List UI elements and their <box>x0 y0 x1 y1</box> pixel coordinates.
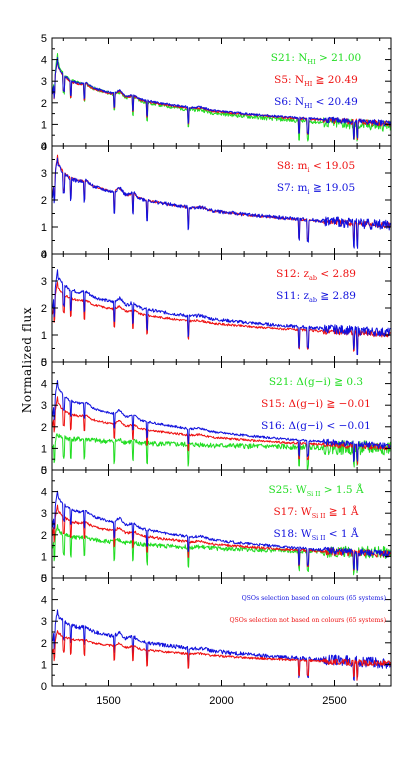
y-tick-label: 5 <box>41 465 47 477</box>
panel-3-series <box>52 269 391 356</box>
y-tick-label: 4 <box>41 141 47 153</box>
panel-6: 0 1 2 3 4 5 QSOs selection based on colours (6… <box>41 573 392 693</box>
y-tick-label: 4 <box>41 249 47 261</box>
panel-1-series <box>52 53 391 142</box>
y-tick-label: 3 <box>41 508 47 520</box>
y-tick-label: 1 <box>41 659 47 671</box>
legend-entry-1: S12: zab < 2.89 <box>276 268 356 282</box>
legend-entry-2: S7: mi ≧ 19.05 <box>277 182 355 196</box>
legend-entry-2: S15: Δ(g−i) ≧ −0.01 <box>261 398 371 410</box>
y-tick-label: 3 <box>41 168 47 180</box>
y-tick-label: 5 <box>41 357 47 369</box>
y-tick-label: 0 <box>41 141 47 153</box>
legend-entry-1: S25: WSi II > 1.5 Å <box>268 482 363 498</box>
y-tick-label: 0 <box>41 357 47 369</box>
series-line-not-colour-selected <box>52 630 391 681</box>
y-tick-label: 1 <box>41 330 47 342</box>
panel-5-series <box>52 490 391 576</box>
y-tick-label: 5 <box>41 33 47 45</box>
y-tick-label: 4 <box>41 379 47 391</box>
panel-2-series <box>52 154 391 249</box>
legend-entry-1: S21: NHI > 21.00 <box>271 52 361 66</box>
y-tick-label: 4 <box>41 595 47 607</box>
panel-4-series <box>52 380 391 470</box>
series-line-s21 <box>52 433 391 470</box>
y-tick-label: 2 <box>41 195 47 207</box>
y-tick-label: 2 <box>41 98 47 110</box>
y-tick-label: 3 <box>41 616 47 628</box>
series-line-s16 <box>52 380 391 463</box>
x-tick-label: 1500 <box>96 695 120 707</box>
y-tick-label: 3 <box>41 76 47 88</box>
y-tick-label: 5 <box>41 573 47 585</box>
y-tick-label: 1 <box>41 222 47 234</box>
y-tick-label: 4 <box>41 487 47 499</box>
legend-entry-2: S17: WSi II ≧ 1 Å <box>273 504 358 520</box>
legend-entry-1: QSOs selection based on colours (65 syst… <box>242 595 386 602</box>
legend-entry-2: S11: zab ≧ 2.89 <box>276 290 356 304</box>
y-tick-label: 3 <box>41 400 47 412</box>
y-tick-label: 2 <box>41 638 47 650</box>
x-tick-label: 2000 <box>209 695 233 707</box>
y-tick-label: 0 <box>41 465 47 477</box>
series-line-s11 <box>52 269 391 356</box>
y-tick-label: 1 <box>41 119 47 131</box>
panel-2: 0 1 2 3 4 S8: mi < 19.05 S7: mi ≧ 19.05 <box>41 141 392 261</box>
legend-entry-3: S18: WSi II < 1 Å <box>273 526 358 542</box>
y-axis-label: Normalized flux <box>20 307 34 413</box>
y-tick-label: 2 <box>41 422 47 434</box>
panels-layer: 0 1 2 3 4 5 S21: NHI > 21.00 S5: NHI ≧ 20.49 S6:… <box>41 33 392 693</box>
series-line-s5 <box>52 59 391 140</box>
y-tick-label: 2 <box>41 530 47 542</box>
legend-entry-2: QSOs selection not based on colours (65 … <box>229 617 386 624</box>
y-tick-label: 2 <box>41 303 47 315</box>
y-tick-label: 1 <box>41 443 47 455</box>
panel-1: 0 1 2 3 4 5 S21: NHI > 21.00 S5: NHI ≧ 20.49 S6:… <box>41 33 392 153</box>
y-tick-label: 0 <box>41 681 47 693</box>
series-line-s6 <box>52 57 391 140</box>
legend-entry-2: S5: NHI ≧ 20.49 <box>274 74 358 88</box>
series-line-s7 <box>52 157 391 249</box>
legend-entry-3: S6: NHI < 20.49 <box>274 96 358 110</box>
panel-5: 0 1 2 3 4 5 S25: WSi II > 1.5 Å S17: WSi II ≧ 1… <box>41 465 392 585</box>
y-tick-label: 3 <box>41 276 47 288</box>
x-tick-label: 2500 <box>322 695 346 707</box>
series-line-s18 <box>52 490 391 571</box>
panel-3: 0 1 2 3 4 S12: zab < 2.89 S11: zab ≧ 2.89 <box>41 249 392 369</box>
y-tick-label: 1 <box>41 551 47 563</box>
legend-entry-1: S8: mi < 19.05 <box>277 160 355 174</box>
panel-4: 0 1 2 3 4 5 S21: Δ(g−i) ≧ 0.3 S15: Δ(g−i) ≧ −0.… <box>41 357 392 477</box>
legend-entry-1: S21: Δ(g−i) ≧ 0.3 <box>269 376 363 388</box>
y-tick-label: 4 <box>41 55 47 67</box>
y-tick-label: 0 <box>41 249 47 261</box>
y-tick-label: 0 <box>41 573 47 585</box>
x-tick-labels: 1500 2000 2500 <box>96 695 346 707</box>
panel-6-series <box>52 609 391 681</box>
legend-entry-3: S16: Δ(g−i) < −0.01 <box>261 420 371 432</box>
